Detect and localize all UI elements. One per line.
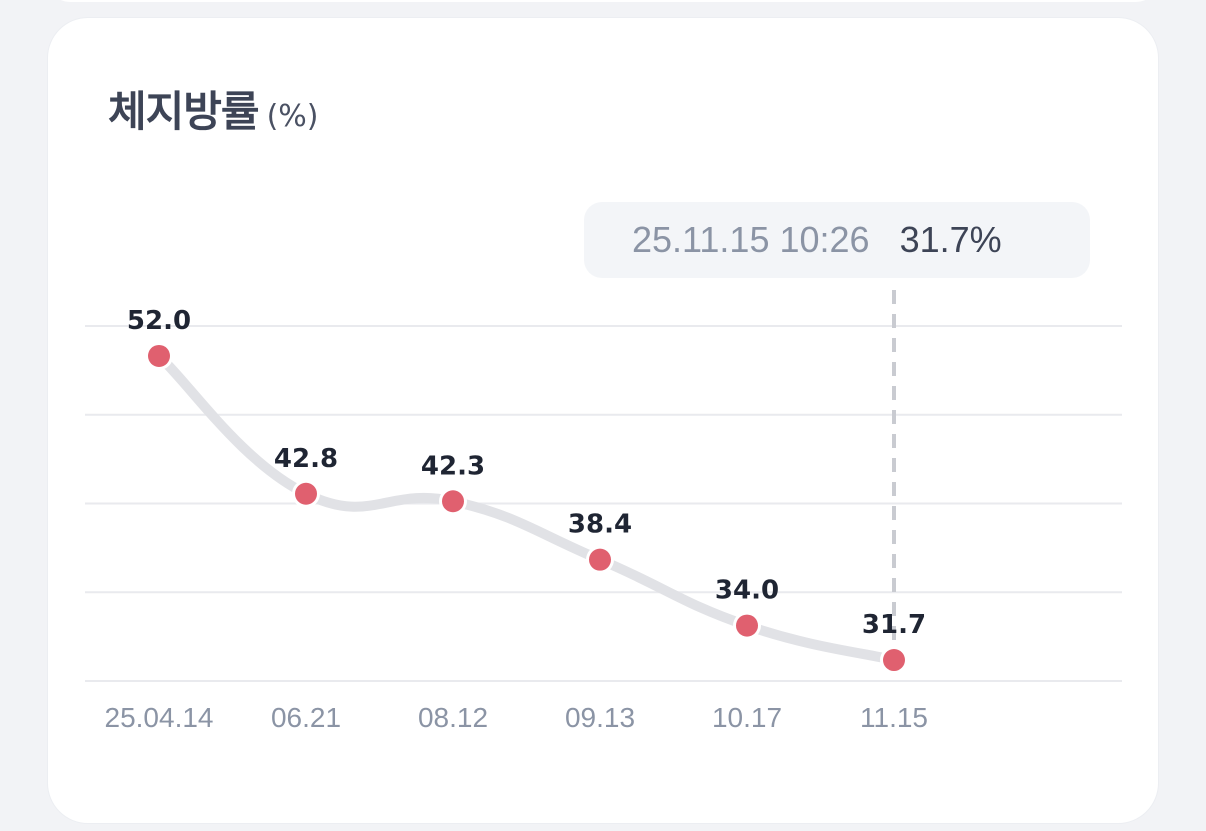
card-title-unit: (%)	[266, 99, 319, 134]
data-label: 38.4	[568, 510, 632, 540]
data-point	[295, 482, 317, 505]
data-label: 42.8	[274, 444, 338, 474]
selected-point-tooltip: 25.11.15 10:26 31.7%	[584, 202, 1090, 278]
series-line-layer	[154, 350, 899, 666]
previous-card-edge	[48, 0, 1158, 2]
x-tick-label: 10.17	[712, 702, 782, 733]
data-label: 31.7	[862, 610, 926, 640]
body-fat-card	[48, 18, 1158, 823]
x-tick-label: 06.21	[271, 702, 341, 733]
data-point	[589, 548, 611, 571]
tooltip-datetime: 25.11.15 10:26	[632, 219, 870, 260]
data-labels-layer: 52.0 42.8 42.3 38.4 34.0 31.7	[127, 306, 926, 640]
data-point	[883, 649, 905, 672]
x-tick-label: 08.12	[418, 702, 488, 733]
card-title-text: 체지방률	[108, 87, 260, 136]
data-points-layer	[145, 341, 908, 675]
data-label: 42.3	[421, 451, 485, 481]
data-point	[148, 344, 170, 367]
card-title: 체지방률 (%)	[108, 78, 318, 138]
tooltip-value: 31.7%	[899, 219, 1002, 260]
data-label: 34.0	[715, 576, 779, 606]
grid-lines	[85, 325, 1122, 682]
x-tick-label: 09.13	[565, 702, 635, 733]
series-line	[154, 350, 899, 666]
data-point	[442, 490, 464, 513]
x-tick-label: 11.15	[860, 702, 928, 733]
x-tick-labels-layer: 25.04.14 06.21 08.12 09.13 10.17 11.15	[105, 702, 929, 733]
data-point	[736, 614, 758, 637]
x-tick-label: 25.04.14	[105, 702, 214, 733]
data-label: 52.0	[127, 306, 191, 336]
